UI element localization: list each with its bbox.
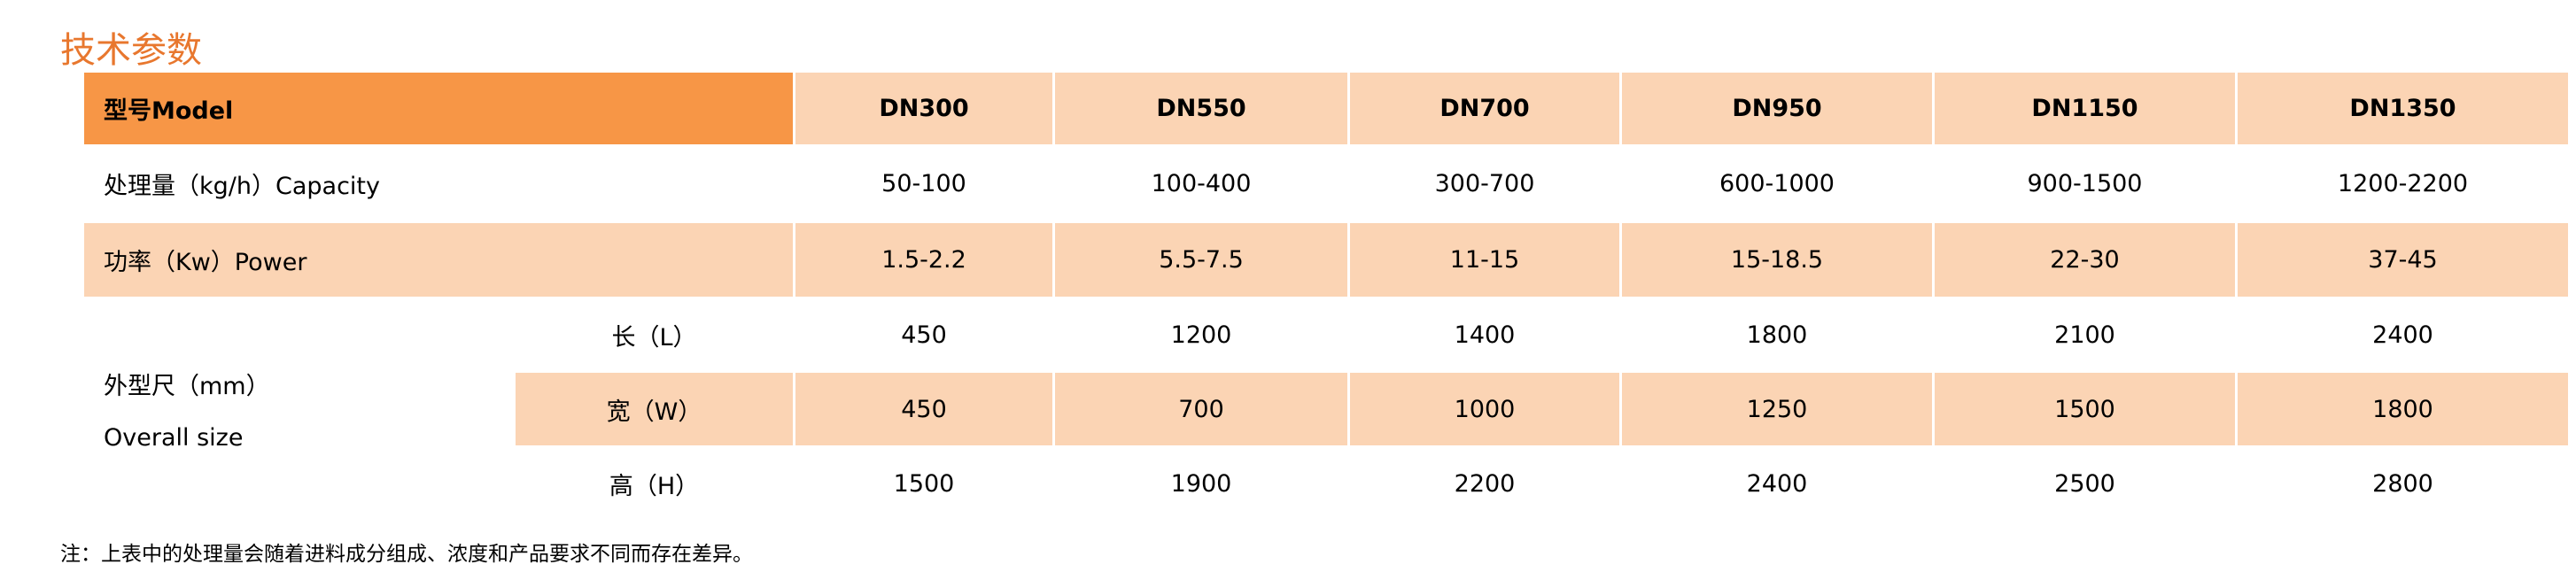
dimension-label: 宽（W） [516,373,795,447]
header-cell: DN1150 [1935,73,2238,146]
header-cell: DN300 [795,73,1055,146]
header-cell: DN550 [1055,73,1350,146]
cell: 900-1500 [1935,146,2238,223]
dimension-label: 高（H） [516,447,795,522]
cell: 1400 [1350,298,1622,373]
size-label: 外型尺（mm） Overall size [84,298,516,522]
header-cell: DN700 [1350,73,1622,146]
cell: 1.5-2.2 [795,223,1055,298]
cell: 50-100 [795,146,1055,223]
cell: 1000 [1350,373,1622,447]
size-label-line: Overall size [104,424,244,452]
cell: 1500 [795,447,1055,522]
cell: 1900 [1055,447,1350,522]
cell: 1250 [1622,373,1935,447]
cell: 700 [1055,373,1350,447]
cell: 450 [795,373,1055,447]
cell: 15-18.5 [1622,223,1935,298]
cell: 2200 [1350,447,1622,522]
cell: 2100 [1935,298,2238,373]
cell: 1200 [1055,298,1350,373]
cell: 11-15 [1350,223,1622,298]
cell: 600-1000 [1622,146,1935,223]
row-label: 功率（Kw）Power [84,223,795,298]
size-label-line: 外型尺（mm） [104,373,270,400]
cell: 2800 [2238,447,2571,522]
cell: 1800 [1622,298,1935,373]
cell: 2400 [1622,447,1935,522]
header-cell: 型号Model [84,73,795,146]
cell: 2400 [2238,298,2571,373]
dimension-label: 长（L） [516,298,795,373]
cell: 2500 [1935,447,2238,522]
header-cell: DN950 [1622,73,1935,146]
cell: 1800 [2238,373,2571,447]
footnote: 注：上表中的处理量会随着进料成分组成、浓度和产品要求不同而存在差异。 [60,543,753,566]
row-label: 处理量（kg/h）Capacity [84,146,795,223]
cell: 37-45 [2238,223,2571,298]
cell: 1500 [1935,373,2238,447]
cell: 1200-2200 [2238,146,2571,223]
header-cell: DN1350 [2238,73,2571,146]
cell: 300-700 [1350,146,1622,223]
cell: 450 [795,298,1055,373]
cell: 5.5-7.5 [1055,223,1350,298]
section-title: 技术参数 [60,30,202,71]
cell: 100-400 [1055,146,1350,223]
cell: 22-30 [1935,223,2238,298]
